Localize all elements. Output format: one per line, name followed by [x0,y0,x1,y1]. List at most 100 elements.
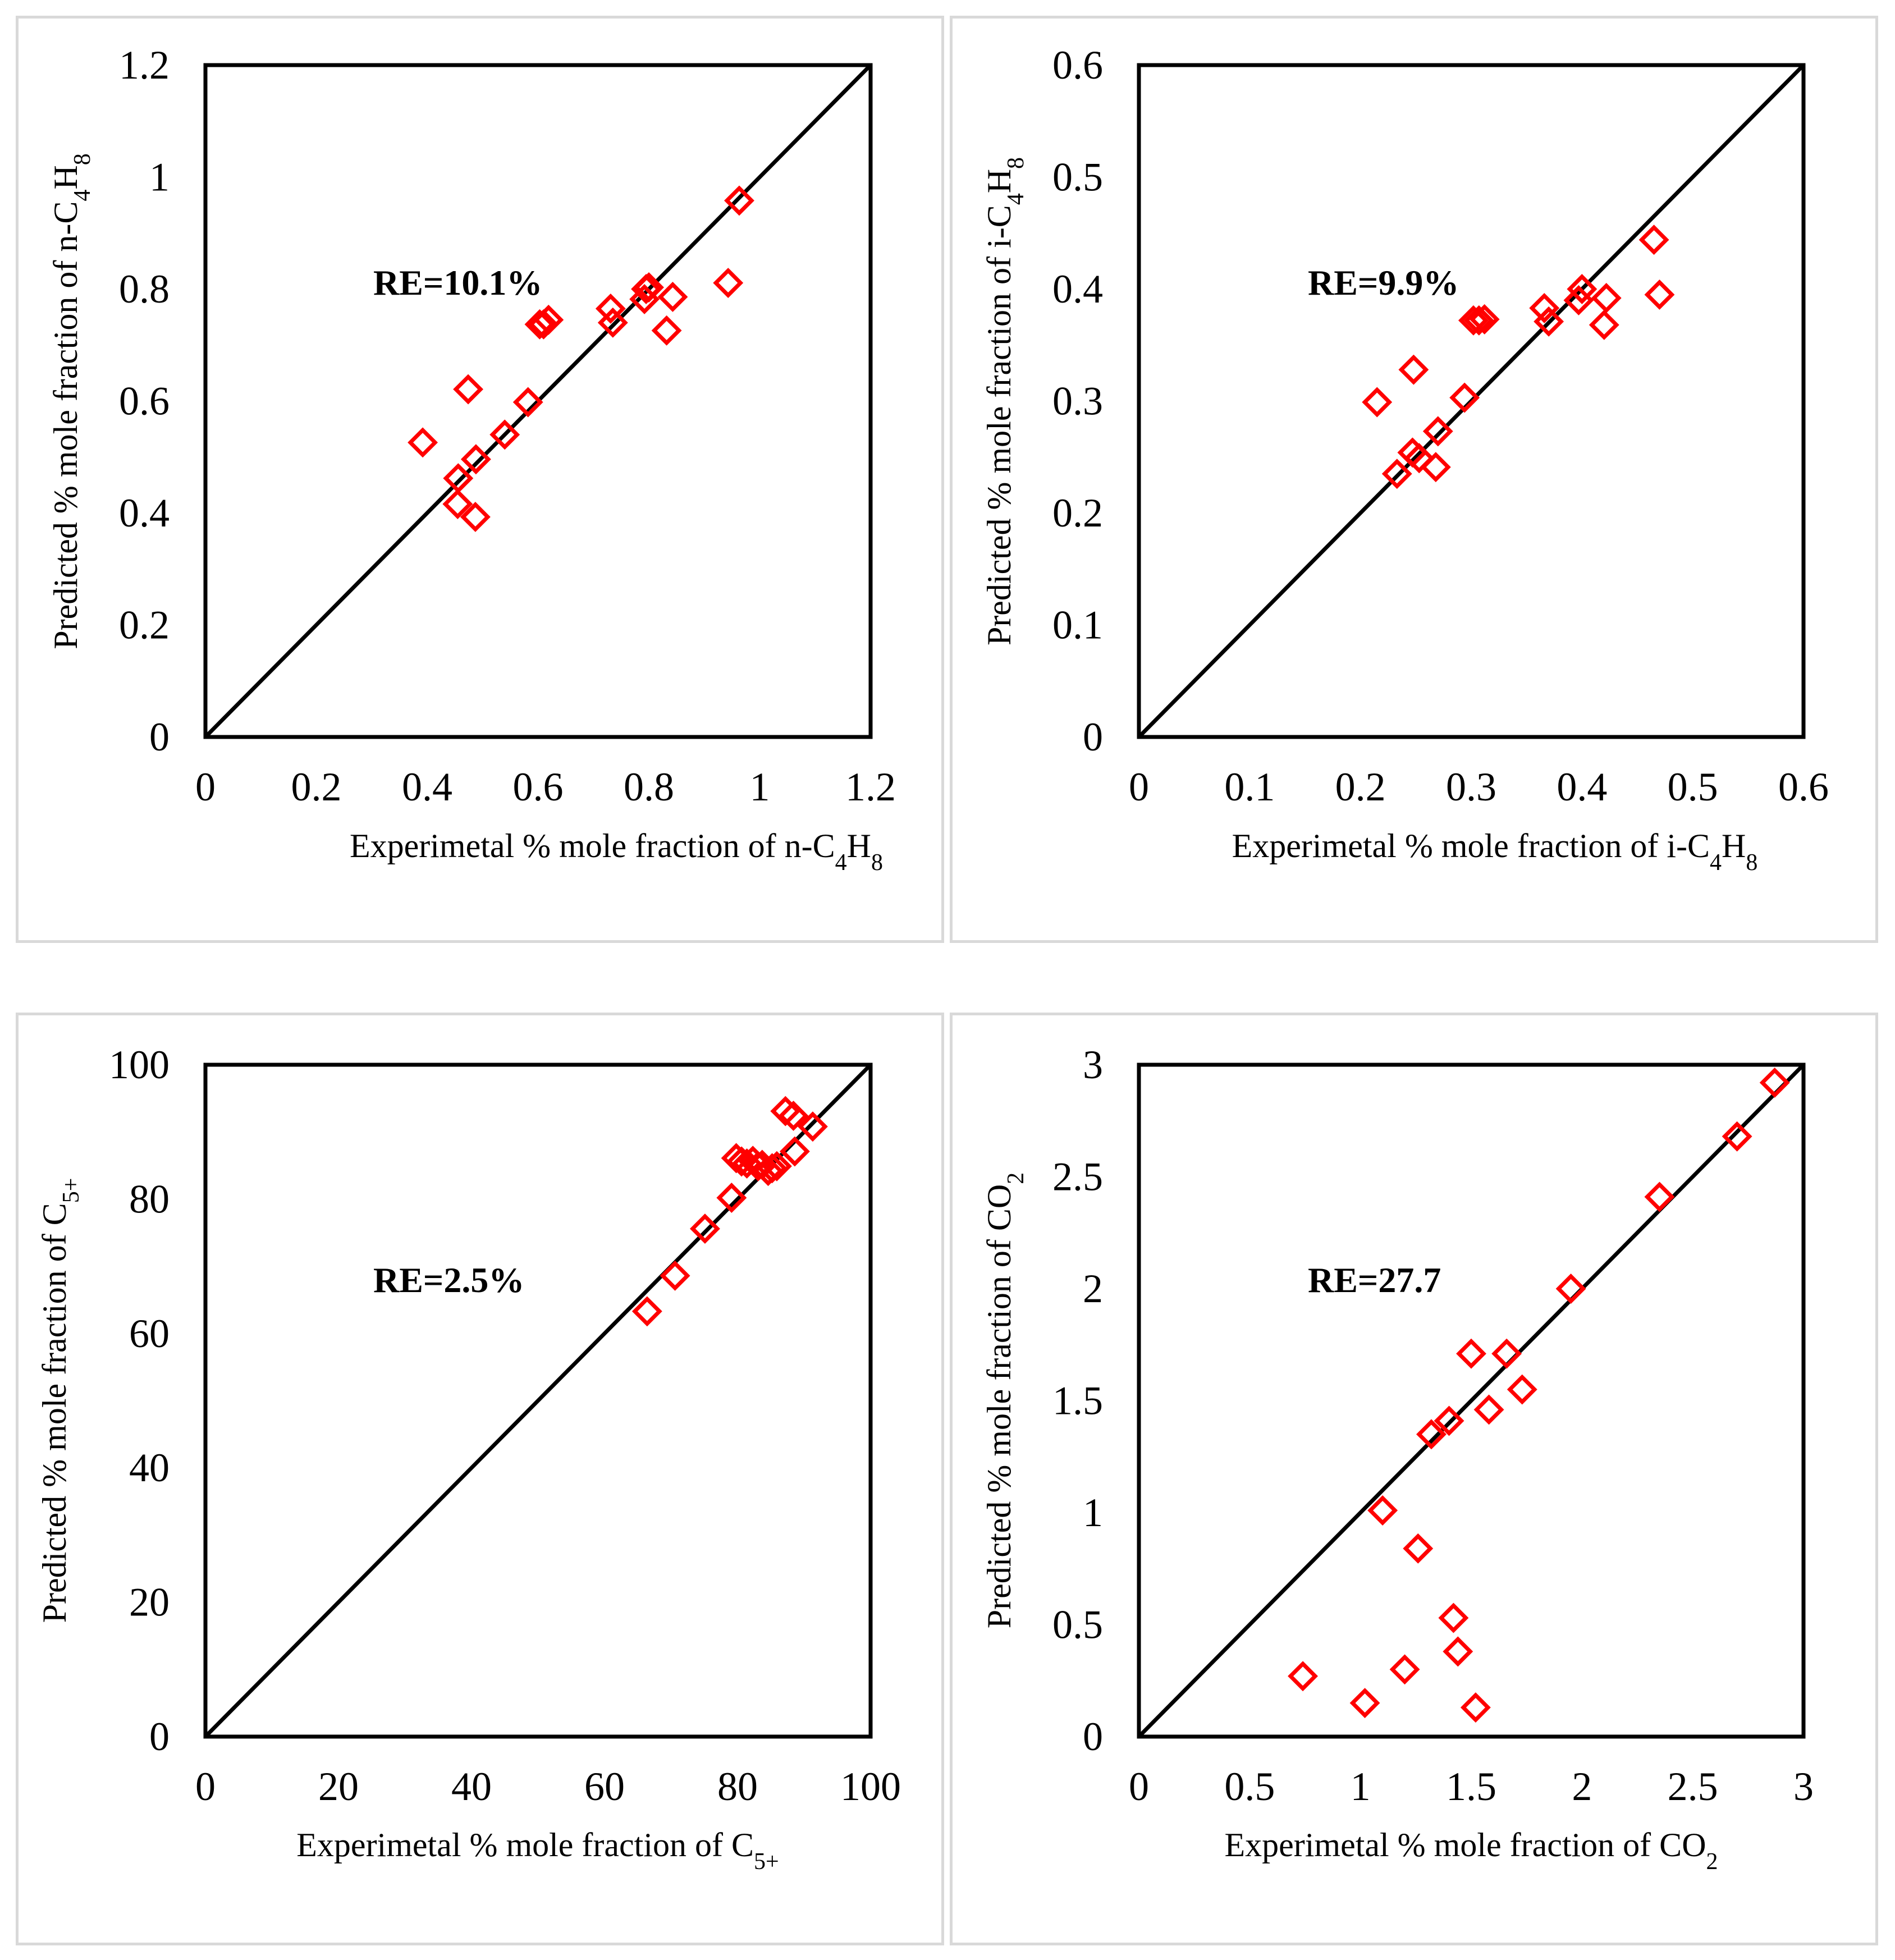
data-point [1567,274,1598,304]
data-point [1529,292,1560,323]
data-point [634,272,664,303]
data-point [1458,305,1489,336]
x-tick-label: 0.6 [1778,764,1829,809]
data-point [442,489,473,519]
x-tick-label: 2 [1572,1764,1592,1809]
data-point [1434,1405,1464,1436]
data-point [779,1136,810,1167]
x-tick-label: 1 [750,764,770,809]
data-point [1555,1274,1586,1304]
data-point [660,1260,690,1291]
data-point [1460,1692,1491,1723]
x-tick-label: 0.3 [1446,764,1496,809]
x-tick-label: 60 [584,1764,625,1809]
data-point [1416,1419,1447,1450]
data-point [533,304,564,335]
data-point [651,315,682,346]
plot-frame [1137,63,1806,739]
data-point [1449,382,1480,413]
data-point [1722,1121,1752,1152]
data-point [1367,1495,1398,1526]
data-point [595,293,626,324]
data-point [689,1213,720,1244]
x-tick-label: 0.2 [1335,764,1386,809]
data-point [597,307,628,338]
y-tick-label: 0 [1083,715,1103,759]
y-tick-label: 40 [129,1445,170,1490]
data-point [770,1096,801,1126]
relative-error-annotation: RE=27.7 [1308,1260,1441,1300]
parity-line [1137,1063,1805,1738]
y-axis-label: Predicted % mole fraction of C5+ [36,1178,84,1623]
x-axis-label: Experimetal % mole fraction of n-C4H8 [350,827,883,876]
x-tick-label: 1.2 [845,764,896,809]
chart-0: 0 0.2 0.4 0.6 0.8 1 1.2 0 0.2 0.4 0.6 0.8 1 1.2 Experi… [47,43,896,876]
data-point [1644,280,1675,310]
y-tick-label: 1.2 [119,43,170,88]
relative-error-annotation: RE=2.5% [373,1260,524,1300]
y-tick-label: 1 [1083,1490,1103,1535]
data-point [1463,305,1494,336]
data-point [1591,283,1622,313]
data-point [1438,1602,1469,1633]
y-tick-label: 0.5 [1052,1602,1103,1647]
data-point [1288,1661,1319,1692]
x-tick-label: 0 [1129,764,1149,809]
y-tick-label: 0.3 [1052,379,1103,424]
data-point [724,185,754,216]
x-tick-label: 0 [195,1764,216,1809]
relative-error-annotation: RE=9.9% [1308,263,1459,303]
relative-error-annotation: RE=10.1% [373,263,542,303]
data-point [1422,416,1453,447]
data-point [1404,443,1435,474]
y-axis-label: Predicted % mole fraction of CO2 [981,1173,1029,1628]
data-point [1420,452,1451,483]
y-axis-label: Predicted % mole fraction of n-C4H8 [47,153,95,649]
data-point [524,309,555,340]
y-tick-label: 0 [1083,1714,1103,1759]
data-point [1398,354,1429,385]
chart-2: 0 20 40 60 80 100 0 20 40 60 80 100 Experimetal % mo… [36,1042,901,1875]
data-point [1456,1338,1486,1369]
data-point [408,427,438,458]
x-tick-label: 0.8 [624,764,674,809]
x-axis-label: Experimetal % mole fraction of C5+ [296,1826,779,1875]
y-tick-label: 2.5 [1052,1155,1103,1199]
x-tick-label: 0 [1129,1764,1149,1809]
y-tick-label: 0.4 [119,491,170,535]
x-tick-label: 1.5 [1446,1764,1496,1809]
y-tick-label: 0.2 [119,603,170,648]
data-point [1403,1533,1434,1564]
x-tick-label: 40 [451,1764,492,1809]
data-point [1362,387,1393,418]
chart-panel-n-c4h8 [16,16,944,943]
y-tick-label: 0.6 [119,379,170,424]
x-tick-label: 0.5 [1668,764,1718,809]
data-point [1491,1338,1522,1369]
data-point [1507,1374,1537,1405]
y-tick-label: 0.5 [1052,155,1103,200]
data-point [489,419,520,450]
data-point [713,268,744,298]
y-tick-label: 80 [129,1176,170,1221]
y-tick-label: 20 [129,1580,170,1625]
y-tick-label: 3 [1083,1042,1103,1087]
y-tick-label: 0 [149,1714,170,1759]
data-point [453,374,484,405]
data-point [1534,306,1564,337]
x-tick-label: 0 [195,764,216,809]
data-point [1469,304,1500,335]
y-tick-label: 0.4 [1052,267,1103,312]
y-tick-label: 0.6 [1052,43,1103,88]
x-tick-label: 3 [1793,1764,1814,1809]
data-point [657,282,688,312]
plot-frame [1137,1063,1806,1739]
data-point [761,1151,792,1182]
chart-panel-i-c4h8 [950,16,1878,943]
x-tick-label: 0.4 [402,764,452,809]
y-tick-label: 0.8 [119,267,170,312]
plot-frame [203,63,873,739]
x-tick-label: 0.6 [513,764,564,809]
y-tick-label: 1.5 [1052,1379,1103,1423]
